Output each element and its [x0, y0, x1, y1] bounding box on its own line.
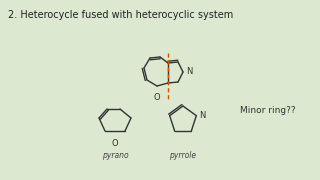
Text: pyrano: pyrano: [102, 150, 128, 159]
Text: O: O: [112, 139, 118, 148]
Text: Minor ring??: Minor ring??: [240, 105, 296, 114]
Text: 2. Heterocycle fused with heterocyclic system: 2. Heterocycle fused with heterocyclic s…: [8, 10, 233, 20]
Text: pyrrole: pyrrole: [169, 150, 196, 159]
Text: O: O: [154, 93, 160, 102]
Text: N: N: [186, 66, 192, 75]
Text: N: N: [199, 111, 206, 120]
